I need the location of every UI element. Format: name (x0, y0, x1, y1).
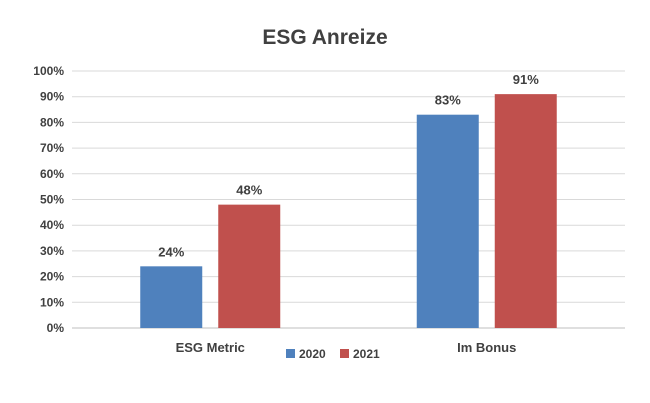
legend: 2020 2021 (286, 347, 380, 361)
y-tick-label: 40% (40, 218, 64, 232)
y-tick-label: 50% (40, 193, 64, 207)
x-category-label: ESG Metric (176, 340, 245, 355)
y-tick-label: 80% (40, 115, 64, 129)
y-tick-label: 30% (40, 244, 64, 258)
bar-2020-1 (416, 114, 479, 328)
bar-2020-0 (140, 266, 203, 328)
data-label: 48% (236, 183, 262, 198)
bar-2021-0 (218, 204, 281, 328)
chart-title: ESG Anreize (262, 26, 387, 49)
legend-swatch (340, 349, 349, 358)
y-tick-label: 0% (47, 321, 65, 335)
legend-label: 2021 (353, 347, 380, 361)
x-category-label: Im Bonus (457, 340, 516, 355)
legend-swatch (286, 349, 295, 358)
bar-2021-1 (494, 94, 557, 328)
legend-label: 2020 (299, 347, 326, 361)
y-tick-label: 90% (40, 90, 64, 104)
y-tick-label: 60% (40, 167, 64, 181)
x-axis-categories: ESG Metric Im Bonus (176, 340, 517, 355)
data-label: 83% (435, 93, 461, 108)
y-tick-label: 70% (40, 141, 64, 155)
data-labels: 24% 48% 83% 91% (158, 72, 539, 259)
y-tick-label: 20% (40, 270, 64, 284)
data-label: 91% (513, 72, 539, 87)
y-axis-ticks: 0% 10% 20% 30% 40% 50% 60% 70% 80% 90% 100% (33, 64, 64, 335)
y-tick-label: 10% (40, 295, 64, 309)
bars (140, 94, 557, 328)
data-label: 24% (158, 244, 184, 259)
y-tick-label: 100% (33, 64, 64, 78)
